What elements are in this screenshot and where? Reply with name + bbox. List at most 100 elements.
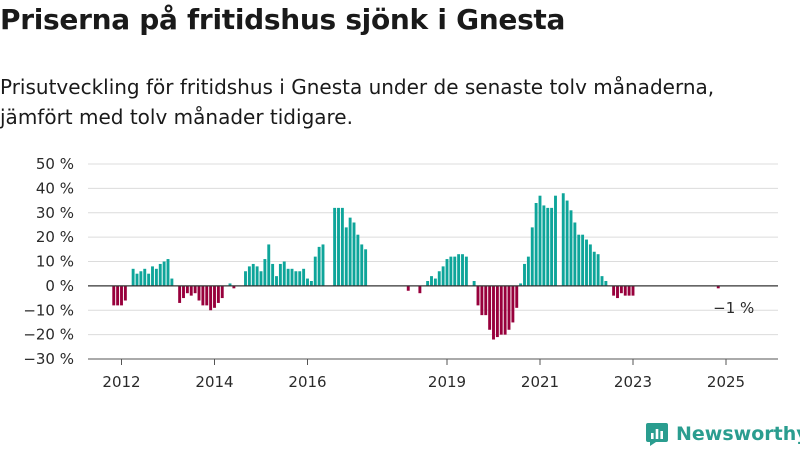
bar	[290, 268, 294, 286]
x-tick-label: 2012	[102, 373, 140, 391]
y-tick-label: −20 %	[23, 326, 74, 344]
bar	[441, 266, 445, 286]
bar	[426, 281, 430, 286]
bar	[534, 203, 538, 286]
bar	[430, 276, 433, 286]
bar	[631, 285, 635, 296]
bar	[189, 285, 193, 296]
bar	[561, 193, 565, 286]
bar	[321, 244, 325, 286]
bar	[476, 285, 480, 306]
x-tick-label: 2025	[707, 373, 745, 391]
bar	[550, 207, 554, 286]
bar	[507, 285, 511, 330]
x-tick-label: 2016	[288, 373, 326, 391]
bar	[112, 285, 116, 306]
bar	[596, 254, 600, 286]
bar	[123, 285, 127, 301]
bar	[135, 273, 139, 286]
bar	[193, 285, 197, 294]
bar	[147, 273, 151, 286]
bar	[464, 256, 468, 286]
bar	[205, 285, 209, 306]
bar	[565, 200, 569, 286]
bar	[162, 261, 166, 286]
bar	[600, 276, 604, 286]
bar	[139, 271, 143, 286]
bar	[499, 285, 503, 335]
bar	[213, 285, 216, 308]
x-tick-label: 2014	[195, 373, 233, 391]
y-tick-label: 0 %	[45, 277, 74, 295]
y-tick-label: 20 %	[36, 228, 74, 246]
bar	[445, 259, 449, 286]
bar	[201, 285, 205, 306]
y-tick-label: 40 %	[36, 179, 74, 197]
bar	[503, 285, 507, 335]
bar	[286, 268, 290, 286]
bar	[418, 285, 422, 294]
bar	[313, 256, 317, 286]
bar	[282, 261, 286, 286]
bar	[131, 268, 135, 286]
y-tick-label: −30 %	[23, 350, 74, 368]
y-axis: −30 % −20 % −10 % 0 % 10 % 20 % 30 % 40 % 50 %	[23, 155, 74, 368]
bar	[170, 278, 174, 286]
bar	[154, 268, 158, 286]
bar	[158, 263, 162, 286]
newsworthy-logo-icon	[646, 423, 668, 446]
bar	[588, 244, 592, 286]
bar	[457, 254, 461, 286]
bars	[112, 193, 720, 340]
bar	[581, 234, 585, 286]
bar	[492, 285, 495, 340]
chart-subtitle: Prisutveckling för fritidshus i Gnesta u…	[0, 75, 715, 129]
bar	[298, 271, 302, 286]
bar	[302, 268, 306, 286]
bar	[294, 271, 298, 286]
bar	[209, 285, 213, 311]
bar	[216, 285, 220, 303]
bar	[716, 285, 720, 289]
bar	[143, 268, 147, 286]
bar	[220, 285, 224, 299]
bar	[592, 251, 596, 286]
bar	[348, 217, 352, 286]
annotation-label: −1 %	[713, 299, 754, 317]
bar	[577, 234, 581, 286]
y-tick-label: 30 %	[36, 204, 74, 222]
bar	[480, 285, 484, 316]
bar	[251, 263, 255, 286]
newsworthy-logo-text: Newsworthy	[676, 423, 800, 445]
bar	[120, 285, 123, 306]
bar	[197, 285, 201, 301]
bar	[178, 285, 182, 303]
bar	[255, 266, 259, 286]
y-tick-label: 10 %	[36, 253, 74, 271]
bar	[337, 207, 340, 286]
bar	[317, 246, 321, 286]
bar	[542, 205, 546, 286]
bar	[488, 285, 492, 330]
y-tick-label: 50 %	[36, 155, 74, 173]
bar	[360, 244, 364, 286]
bar	[309, 281, 313, 286]
bar	[604, 281, 608, 286]
bar	[526, 256, 530, 286]
bar	[619, 285, 623, 294]
bar	[569, 210, 573, 286]
bar	[271, 263, 275, 286]
bar	[151, 266, 154, 286]
bar	[340, 207, 344, 286]
bar	[449, 256, 453, 286]
bar	[406, 285, 410, 291]
y-tick-label: −10 %	[23, 301, 74, 319]
bar	[585, 239, 588, 286]
bar	[530, 227, 534, 286]
bar	[228, 283, 232, 286]
bar	[182, 285, 185, 299]
bar	[116, 285, 120, 306]
newsworthy-logo: Newsworthy	[644, 421, 800, 447]
bar	[185, 285, 189, 294]
